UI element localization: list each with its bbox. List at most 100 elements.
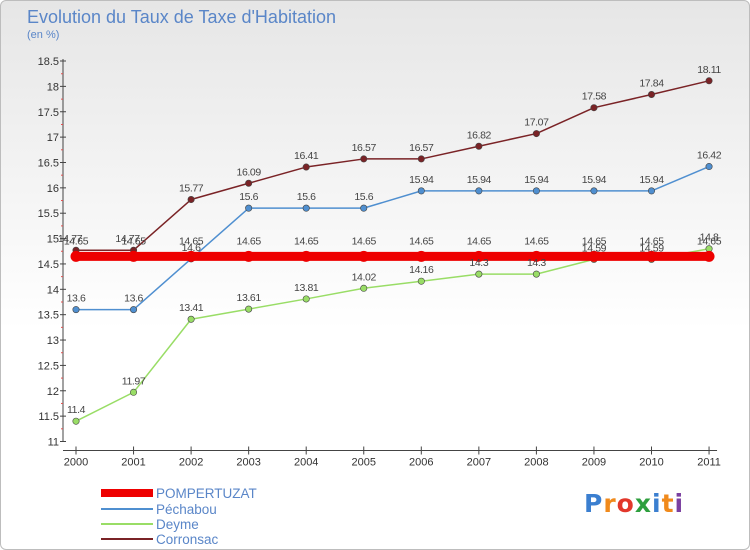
data-label: 14.6 bbox=[182, 242, 201, 254]
data-point bbox=[532, 130, 540, 138]
data-point bbox=[590, 187, 598, 195]
data-point bbox=[245, 204, 253, 212]
data-point bbox=[243, 250, 255, 262]
logo-letter: i bbox=[674, 489, 685, 518]
data-label: 11.4 bbox=[67, 404, 86, 416]
data-point bbox=[358, 250, 370, 262]
data-label: 15.6 bbox=[239, 191, 258, 203]
data-point bbox=[646, 250, 657, 262]
data-point bbox=[245, 179, 253, 187]
x-tick-label: 2008 bbox=[524, 457, 548, 469]
data-label: 14.3 bbox=[469, 257, 488, 269]
data-point bbox=[72, 417, 80, 425]
x-tick-label: 2007 bbox=[467, 457, 491, 469]
y-tick-label: 14.5 bbox=[38, 259, 59, 271]
data-label: 13.61 bbox=[237, 292, 262, 304]
logo-letter: r bbox=[603, 489, 617, 518]
data-point bbox=[302, 295, 310, 303]
data-point bbox=[417, 155, 425, 163]
data-label: 14.65 bbox=[409, 235, 434, 247]
logo-letter: t bbox=[661, 489, 675, 518]
data-point bbox=[130, 388, 138, 396]
data-point bbox=[647, 187, 655, 195]
data-label: 15.94 bbox=[639, 174, 664, 186]
data-point bbox=[130, 306, 138, 314]
data-point bbox=[187, 315, 195, 323]
data-point bbox=[647, 91, 655, 99]
data-label: 18.11 bbox=[697, 64, 721, 76]
data-label: 14.59 bbox=[582, 242, 607, 254]
data-label: 16.42 bbox=[697, 150, 722, 162]
series-line-corronsac bbox=[76, 80, 710, 251]
chart-title: Evolution du Taux de Taxe d'Habitation bbox=[27, 7, 336, 27]
data-point bbox=[417, 277, 425, 285]
data-label: 14.65 bbox=[121, 235, 146, 247]
data-label: 14.77 bbox=[58, 233, 83, 245]
data-label: 15.94 bbox=[582, 174, 607, 186]
data-label: 13.41 bbox=[179, 302, 204, 314]
logo-letter: o bbox=[616, 489, 635, 518]
y-tick-label: 16.5 bbox=[38, 157, 59, 169]
y-tick-label: 15 bbox=[47, 234, 59, 246]
y-tick-label: 16 bbox=[47, 183, 59, 195]
y-tick-label: 17.5 bbox=[38, 107, 59, 119]
data-label: 14.65 bbox=[179, 235, 204, 247]
x-tick-label: 2003 bbox=[236, 457, 260, 469]
logo-letter: x bbox=[634, 489, 652, 518]
data-label: 15.6 bbox=[354, 191, 373, 203]
data-label: 14.65 bbox=[697, 235, 722, 247]
data-label: 17.84 bbox=[639, 78, 664, 90]
y-tick-label: 12.5 bbox=[38, 360, 59, 372]
x-tick-label: 2011 bbox=[697, 457, 721, 469]
data-label: 14.65 bbox=[237, 235, 262, 247]
data-label: 14.65 bbox=[639, 235, 664, 247]
y-tick-label: 18 bbox=[47, 81, 59, 93]
data-label: 14.77 bbox=[115, 233, 140, 245]
data-point bbox=[415, 250, 427, 262]
data-point bbox=[245, 305, 253, 313]
x-tick-label: 2002 bbox=[179, 457, 203, 469]
data-label: 17.07 bbox=[524, 117, 549, 129]
y-tick-label: 15.5 bbox=[38, 208, 59, 220]
legend-label: Corronsac bbox=[156, 532, 219, 547]
data-label: 13.6 bbox=[67, 293, 86, 305]
data-label: 16.09 bbox=[237, 166, 262, 178]
data-point bbox=[187, 196, 195, 204]
x-tick-label: 2004 bbox=[294, 457, 318, 469]
logo-letter: i bbox=[652, 489, 662, 518]
x-tick-label: 2010 bbox=[639, 457, 663, 469]
data-point bbox=[302, 163, 310, 171]
x-tick-label: 2001 bbox=[121, 457, 145, 469]
proxiti-logo: Proxiti bbox=[584, 489, 684, 518]
data-label: 16.82 bbox=[467, 129, 492, 141]
data-point bbox=[530, 250, 542, 262]
data-label: 14.16 bbox=[409, 264, 434, 276]
data-label: 14.8 bbox=[700, 232, 719, 244]
data-label: 16.41 bbox=[294, 150, 319, 162]
data-point bbox=[360, 204, 368, 212]
data-point bbox=[300, 250, 312, 262]
data-point bbox=[705, 163, 713, 171]
chart-subtitle: (en %) bbox=[27, 29, 60, 41]
y-tick-label: 14 bbox=[47, 284, 59, 296]
data-label: 16.57 bbox=[409, 142, 434, 154]
data-point bbox=[588, 250, 600, 262]
data-label: 11.97 bbox=[122, 375, 146, 387]
data-label: 14.65 bbox=[352, 235, 377, 247]
data-point bbox=[417, 187, 425, 195]
data-point bbox=[705, 77, 713, 85]
data-point bbox=[532, 187, 540, 195]
data-point bbox=[703, 250, 715, 262]
y-tick-label: 13 bbox=[47, 335, 59, 347]
x-tick-label: 2005 bbox=[352, 457, 376, 469]
x-tick-label: 2006 bbox=[409, 457, 433, 469]
data-point bbox=[475, 270, 483, 278]
y-tick-label: 11.5 bbox=[38, 411, 59, 423]
data-point bbox=[475, 142, 483, 150]
data-point bbox=[302, 204, 310, 212]
x-tick-label: 2000 bbox=[64, 457, 88, 469]
data-label: 15.6 bbox=[297, 191, 316, 203]
data-point bbox=[70, 250, 82, 262]
y-tick-label: 13.5 bbox=[38, 310, 59, 322]
